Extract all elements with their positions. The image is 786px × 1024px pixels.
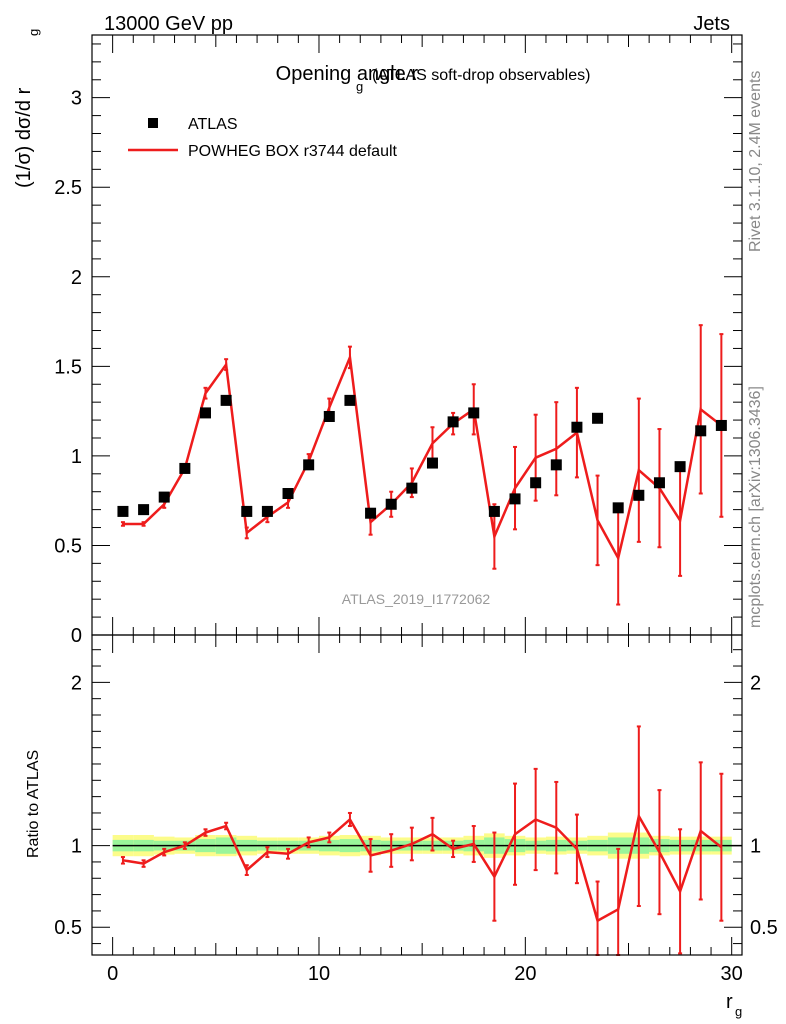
energy-label: 13000 GeV pp bbox=[104, 13, 233, 35]
ratio-line bbox=[122, 812, 723, 923]
main-title-subscript: g bbox=[356, 79, 363, 94]
y-tick-label: 1 bbox=[71, 836, 82, 858]
atlas-point bbox=[303, 459, 315, 471]
ratio-xlabel: r bbox=[726, 991, 733, 1013]
x-tick-label: 30 bbox=[721, 963, 743, 985]
x-tick-label: 10 bbox=[308, 963, 330, 985]
legend-atlas-label: ATLAS bbox=[188, 116, 238, 133]
ratio-xlabel-subscript: g bbox=[735, 1004, 742, 1019]
legend: ATLAS POWHEG BOX r3744 default bbox=[128, 116, 398, 160]
atlas-point bbox=[241, 505, 253, 517]
ratio-ylabel: Ratio to ATLAS bbox=[25, 750, 42, 858]
atlas-point bbox=[592, 412, 604, 424]
atlas-point bbox=[261, 505, 273, 517]
y-tick-label: 1.5 bbox=[54, 356, 82, 378]
main-data-layer bbox=[117, 324, 727, 606]
y-tick-label: 0.5 bbox=[54, 917, 82, 939]
analysis-label: ATLAS_2019_I1772062 bbox=[342, 591, 491, 607]
atlas-point bbox=[138, 504, 150, 516]
ratio-frame bbox=[91, 634, 743, 956]
y-tick-label: 0.5 bbox=[54, 535, 82, 557]
x-tick-label: 0 bbox=[107, 963, 118, 985]
atlas-point bbox=[385, 498, 397, 510]
atlas-point bbox=[344, 394, 356, 406]
y-tick-label-right: 1 bbox=[750, 836, 761, 858]
ratio-data-layer bbox=[112, 725, 742, 956]
atlas-point bbox=[715, 419, 727, 431]
atlas-point bbox=[550, 459, 562, 471]
main-ylabel-group: (1/σ) dσ/d r g bbox=[13, 29, 41, 188]
atlas-point bbox=[674, 461, 686, 473]
atlas-point bbox=[365, 507, 377, 519]
main-ylabel: (1/σ) dσ/d r bbox=[13, 87, 35, 188]
atlas-point bbox=[158, 491, 170, 503]
ratio-panel: 0 10 20 30 0.5 0.5 1 1 2 2 Ratio to ATLAS r g bbox=[25, 634, 778, 1019]
atlas-point bbox=[612, 502, 624, 514]
main-subtitle: (ATLAS soft-drop observables) bbox=[372, 67, 590, 84]
main-panel: 0 0.5 1 1.5 2 2.5 3 Opening angle r g (ATLAS s… bbox=[13, 29, 743, 653]
atlas-point bbox=[468, 407, 480, 419]
mcplots-label: mcplots.cern.ch [arXiv:1306.3436] bbox=[747, 386, 764, 628]
atlas-point bbox=[282, 488, 294, 500]
atlas-point bbox=[323, 410, 335, 422]
atlas-point bbox=[571, 421, 583, 433]
y-tick-label: 0 bbox=[71, 625, 82, 647]
y-tick-label: 3 bbox=[71, 88, 82, 110]
atlas-point bbox=[695, 425, 707, 437]
main-title: Opening angle r bbox=[276, 63, 419, 85]
y-tick-label-right: 0.5 bbox=[750, 917, 778, 939]
main-ylabel-subscript: g bbox=[26, 29, 41, 36]
atlas-point bbox=[509, 493, 521, 505]
y-tick-label: 1 bbox=[71, 446, 82, 468]
atlas-point bbox=[447, 416, 459, 428]
atlas-point bbox=[199, 407, 211, 419]
legend-powheg-label: POWHEG BOX r3744 default bbox=[188, 143, 398, 160]
atlas-point bbox=[117, 505, 129, 517]
atlas-point bbox=[179, 462, 191, 474]
rivet-label: Rivet 3.1.10, 2.4M events bbox=[747, 71, 764, 252]
atlas-point bbox=[653, 477, 665, 489]
y-tick-label: 2.5 bbox=[54, 177, 82, 199]
process-label: Jets bbox=[693, 13, 730, 35]
main-tick-layer: 0 0.5 1 1.5 2 2.5 3 bbox=[54, 35, 742, 653]
atlas-point bbox=[426, 457, 438, 469]
ratio-tick-layer: 0 10 20 30 0.5 0.5 1 1 2 2 bbox=[54, 649, 778, 985]
y-tick-label-right: 2 bbox=[750, 672, 761, 694]
atlas-point bbox=[220, 394, 232, 406]
atlas-point bbox=[633, 489, 645, 501]
y-tick-label: 2 bbox=[71, 267, 82, 289]
atlas-point bbox=[530, 477, 542, 489]
x-tick-label: 20 bbox=[514, 963, 536, 985]
atlas-point bbox=[488, 505, 500, 517]
legend-atlas-marker bbox=[148, 118, 158, 128]
y-tick-label: 2 bbox=[71, 672, 82, 694]
atlas-point bbox=[406, 482, 418, 494]
powheg-line bbox=[122, 352, 723, 562]
